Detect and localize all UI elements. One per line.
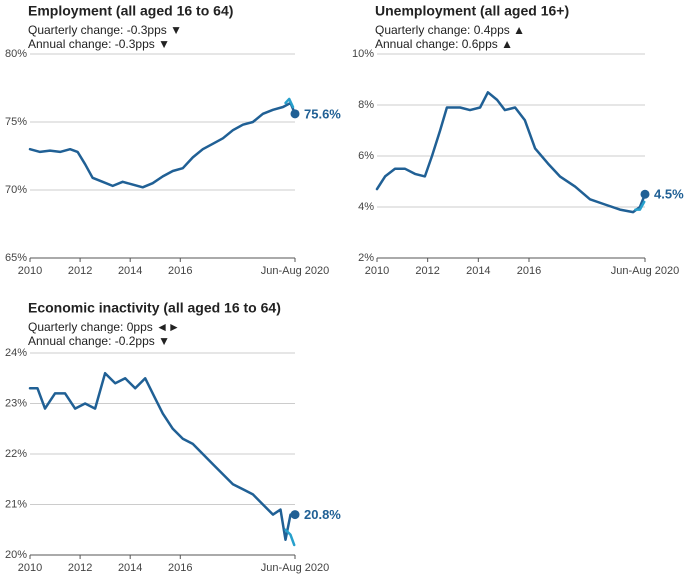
x-tick-label: 2010	[18, 562, 42, 574]
y-tick-label: 70%	[5, 184, 27, 196]
x-tick-label: 2014	[118, 265, 142, 277]
x-tick-label: Jun-Aug 2020	[261, 562, 330, 574]
x-tick-label: 2012	[68, 562, 92, 574]
y-tick-label: 65%	[5, 252, 27, 264]
annotation: Quarterly change: 0.4pps ▲	[375, 23, 525, 37]
value-label: 4.5%	[654, 187, 684, 202]
end-point	[640, 189, 650, 199]
y-tick-label: 75%	[5, 116, 27, 128]
data-line	[284, 528, 296, 547]
value-label: 75.6%	[304, 106, 341, 121]
y-tick-label: 2%	[358, 252, 374, 264]
x-tick-label: 2014	[118, 562, 142, 574]
x-tick-label: 2010	[365, 265, 389, 277]
y-tick-label: 6%	[358, 150, 374, 162]
chart-title: Unemployment (all aged 16+)	[375, 3, 569, 19]
y-tick-label: 24%	[5, 347, 27, 359]
x-tick-label: 2010	[18, 265, 42, 277]
y-tick-label: 8%	[358, 99, 374, 111]
y-tick-label: 22%	[5, 448, 27, 460]
data-line	[284, 97, 295, 109]
x-tick-label: 2014	[466, 265, 490, 277]
annotation: Annual change: 0.6pps ▲	[375, 37, 513, 51]
end-point	[290, 109, 300, 119]
data-line	[28, 101, 297, 189]
data-line	[375, 91, 647, 214]
data-line	[634, 200, 646, 211]
y-tick-label: 4%	[358, 201, 374, 213]
chart-title: Economic inactivity (all aged 16 to 64)	[28, 300, 281, 316]
end-point	[290, 510, 300, 520]
y-tick-label: 10%	[352, 48, 374, 60]
annotation: Annual change: -0.3pps ▼	[28, 37, 170, 51]
chart-title: Employment (all aged 16 to 64)	[28, 3, 233, 19]
annotation: Quarterly change: -0.3pps ▼	[28, 23, 182, 37]
x-tick-label: 2012	[68, 265, 92, 277]
annotation: Quarterly change: 0pps ◄►	[28, 320, 180, 334]
data-line	[28, 371, 297, 542]
annotation: Annual change: -0.2pps ▼	[28, 334, 170, 348]
x-tick-label: 2016	[168, 562, 192, 574]
y-tick-label: 21%	[5, 498, 27, 510]
x-tick-label: Jun-Aug 2020	[611, 265, 680, 277]
y-tick-label: 23%	[5, 397, 27, 409]
x-tick-label: Jun-Aug 2020	[261, 265, 330, 277]
y-tick-label: 80%	[5, 48, 27, 60]
x-tick-label: 2016	[517, 265, 541, 277]
x-tick-label: 2012	[415, 265, 439, 277]
y-tick-label: 20%	[5, 549, 27, 561]
value-label: 20.8%	[304, 507, 341, 522]
x-tick-label: 2016	[168, 265, 192, 277]
